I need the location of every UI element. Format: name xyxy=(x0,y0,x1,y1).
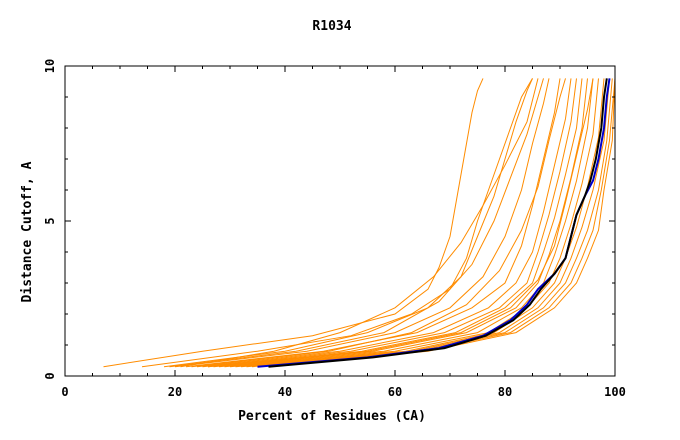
chart-title: R1034 xyxy=(312,19,351,34)
y-axis: 0 5 10 xyxy=(43,59,615,380)
y-tick-label: 10 xyxy=(43,59,57,73)
x-axis: 0 20 40 60 80 100 xyxy=(61,66,626,399)
series-line-model-8 xyxy=(207,78,583,368)
x-axis-label: Percent of Residues (CA) xyxy=(238,409,426,424)
x-tick-label: 100 xyxy=(604,385,626,399)
series-line-model-13 xyxy=(235,78,610,368)
series-line-model-4 xyxy=(174,78,550,368)
series-line-model-3 xyxy=(163,78,533,368)
series-layer xyxy=(103,78,616,368)
series-line-model-11 xyxy=(224,78,599,368)
series-line-model-outlier-1 xyxy=(103,78,484,368)
series-line-model-19 xyxy=(191,78,566,368)
y-axis-label: Distance Cutoff, A xyxy=(20,161,35,302)
x-tick-label: 20 xyxy=(168,385,182,399)
series-line-model-10 xyxy=(218,78,594,368)
series-line-model-17 xyxy=(180,78,539,368)
y-tick-label: 5 xyxy=(43,217,57,224)
series-line-model-18 xyxy=(169,78,544,368)
series-line-model-outlier-2 xyxy=(141,78,533,368)
series-line-model-reference xyxy=(268,78,608,368)
series-line-model-16 xyxy=(251,78,616,368)
x-tick-label: 40 xyxy=(278,385,292,399)
series-line-model-20 xyxy=(207,78,594,368)
series-line-model-7 xyxy=(202,78,577,368)
series-line-model-12 xyxy=(229,78,605,368)
y-tick-label: 0 xyxy=(43,372,57,379)
series-line-model-6 xyxy=(196,78,572,368)
x-tick-label: 0 xyxy=(61,385,68,399)
x-tick-label: 60 xyxy=(388,385,402,399)
x-tick-label: 80 xyxy=(498,385,512,399)
